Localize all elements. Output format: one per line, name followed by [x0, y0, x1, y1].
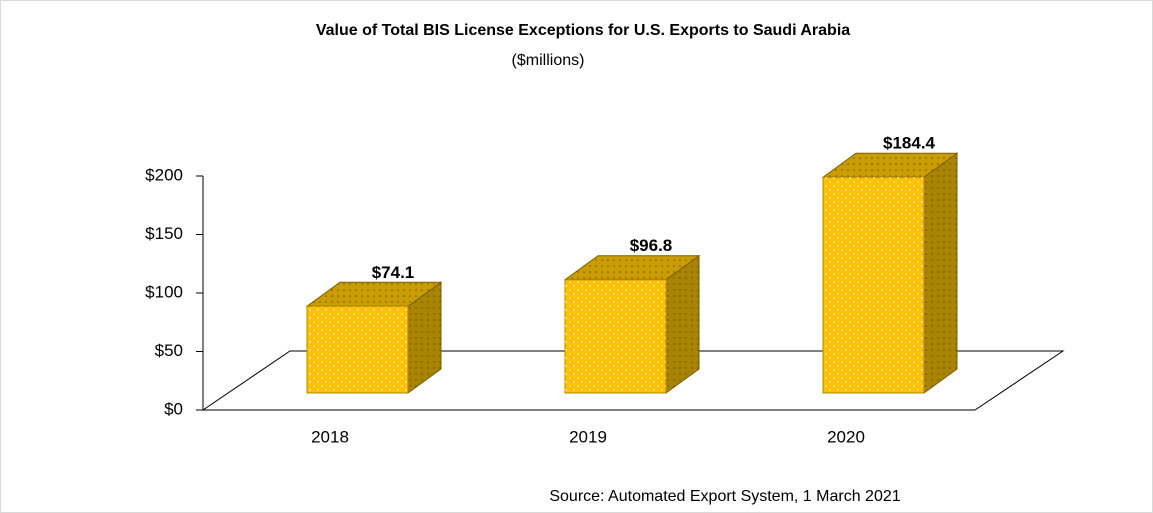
bar-top-texture [307, 282, 441, 307]
bar-top-texture [565, 255, 699, 280]
y-tick-label: $50 [155, 341, 183, 360]
y-tick-label: $100 [145, 282, 183, 301]
x-tick-label: 2019 [569, 427, 607, 446]
y-tick-label: $0 [164, 399, 183, 418]
y-tick-label: $200 [145, 165, 183, 184]
bar-top-texture [823, 153, 957, 178]
bar-texture [565, 279, 666, 393]
floor [201, 350, 1065, 411]
data-label: $184.4 [883, 134, 936, 153]
x-tick-label: 2020 [827, 427, 865, 446]
chart-subtitle: ($millions) [512, 52, 585, 69]
source-note: Source: Automated Export System, 1 March… [549, 488, 900, 505]
x-tick-label: 2018 [311, 427, 349, 446]
chart-title: Value of Total BIS License Exceptions fo… [316, 22, 850, 39]
data-label: $96.8 [630, 236, 673, 255]
data-label: $74.1 [372, 263, 415, 282]
bar-side-texture [408, 282, 441, 393]
bar-side-texture [924, 153, 957, 393]
bar-texture [307, 306, 408, 393]
y-tick-label: $150 [145, 224, 183, 243]
bar-side-texture [666, 255, 699, 393]
bar-texture [823, 177, 924, 393]
